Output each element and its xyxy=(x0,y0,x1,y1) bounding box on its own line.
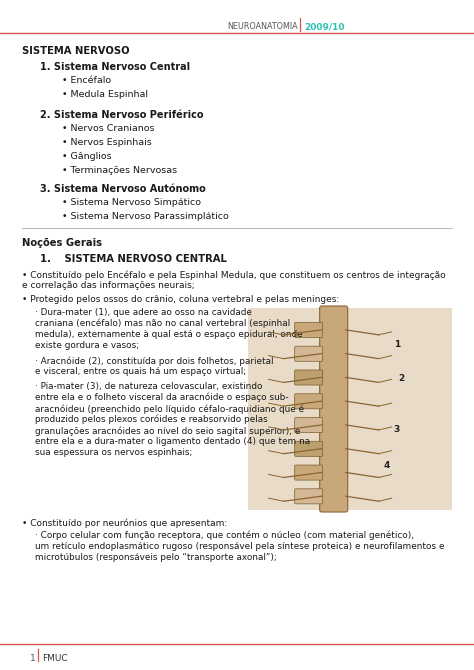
FancyBboxPatch shape xyxy=(319,306,348,512)
Text: · Aracnóide (2), constituída por dois folhetos, parietal: · Aracnóide (2), constituída por dois fo… xyxy=(35,356,273,366)
Text: • Nervos Cranianos: • Nervos Cranianos xyxy=(62,124,155,133)
Text: NEUROANATOMIA: NEUROANATOMIA xyxy=(228,22,298,31)
Text: • Constituído pelo Encéfalo e pela Espinhal Medula, que constituem os centros de: • Constituído pelo Encéfalo e pela Espin… xyxy=(22,270,446,279)
Text: • Encéfalo: • Encéfalo xyxy=(62,76,111,85)
Text: granulações aracnóides ao nível do seio sagital superior), e: granulações aracnóides ao nível do seio … xyxy=(35,426,301,436)
Text: Noções Gerais: Noções Gerais xyxy=(22,238,102,248)
Text: 1: 1 xyxy=(394,340,400,349)
Text: e correlação das informações neurais;: e correlação das informações neurais; xyxy=(22,281,195,290)
Text: entre ela e a dura-mater o ligamento dentado (4) que tem na: entre ela e a dura-mater o ligamento den… xyxy=(35,437,310,446)
FancyBboxPatch shape xyxy=(295,346,323,361)
Text: um retículo endoplasmático rugoso (responsável pela síntese proteica) e neurofil: um retículo endoplasmático rugoso (respo… xyxy=(35,542,445,551)
FancyBboxPatch shape xyxy=(295,394,323,409)
FancyBboxPatch shape xyxy=(295,322,323,338)
FancyBboxPatch shape xyxy=(295,370,323,385)
FancyBboxPatch shape xyxy=(295,442,323,456)
Text: existe gordura e vasos;: existe gordura e vasos; xyxy=(35,341,139,350)
Text: medula), externamente à qual está o espaço epidural, onde: medula), externamente à qual está o espa… xyxy=(35,330,302,339)
Text: microtúbulos (responsáveis pelo “transporte axonal”);: microtúbulos (responsáveis pelo “transpo… xyxy=(35,553,277,562)
Text: aracnóideu (preenchido pelo líquido céfalo-raquidiano que é: aracnóideu (preenchido pelo líquido céfa… xyxy=(35,404,304,413)
Text: 3. Sistema Nervoso Autónomo: 3. Sistema Nervoso Autónomo xyxy=(40,184,206,194)
Text: 3: 3 xyxy=(394,425,400,433)
Text: • Protegido pelos ossos do crânio, coluna vertebral e pelas meninges:: • Protegido pelos ossos do crânio, colun… xyxy=(22,295,339,304)
Text: entre ela e o folheto visceral da aracnóide o espaço sub-: entre ela e o folheto visceral da aracnó… xyxy=(35,393,289,403)
Text: 1.  SISTEMA NERVOSO CENTRAL: 1. SISTEMA NERVOSO CENTRAL xyxy=(40,254,227,264)
Text: produzido pelos plexos coróides e reabsorvido pelas: produzido pelos plexos coróides e reabso… xyxy=(35,415,268,425)
Text: • Sistema Nervoso Parassimplático: • Sistema Nervoso Parassimplático xyxy=(62,212,229,221)
Text: • Medula Espinhal: • Medula Espinhal xyxy=(62,90,148,99)
Text: FMUC: FMUC xyxy=(42,654,68,663)
Text: · Dura-mater (1), que adere ao osso na cavidade: · Dura-mater (1), que adere ao osso na c… xyxy=(35,308,252,317)
Text: SISTEMA NERVOSO: SISTEMA NERVOSO xyxy=(22,46,129,56)
Text: • Gânglios: • Gânglios xyxy=(62,152,111,161)
Text: 1: 1 xyxy=(30,654,36,663)
Text: e visceral, entre os quais há um espaço virtual;: e visceral, entre os quais há um espaço … xyxy=(35,367,246,376)
Text: 2. Sistema Nervoso Periférico: 2. Sistema Nervoso Periférico xyxy=(40,110,203,120)
Text: • Sistema Nervoso Simpático: • Sistema Nervoso Simpático xyxy=(62,198,201,207)
Text: · Pia-mater (3), de natureza celovascular, existindo: · Pia-mater (3), de natureza celovascula… xyxy=(35,382,263,391)
Text: • Constituído por neurónios que apresentam:: • Constituído por neurónios que apresent… xyxy=(22,518,227,527)
FancyBboxPatch shape xyxy=(295,465,323,480)
Text: craniana (encéfalo) mas não no canal vertebral (espinhal: craniana (encéfalo) mas não no canal ver… xyxy=(35,319,290,328)
FancyBboxPatch shape xyxy=(295,489,323,504)
Text: • Terminações Nervosas: • Terminações Nervosas xyxy=(62,166,177,175)
Text: 4: 4 xyxy=(383,461,390,470)
Text: • Nervos Espinhais: • Nervos Espinhais xyxy=(62,138,152,147)
Text: 2: 2 xyxy=(399,375,405,383)
FancyBboxPatch shape xyxy=(295,417,323,433)
Text: 2009/10: 2009/10 xyxy=(304,22,345,31)
Text: sua espessura os nervos espinhais;: sua espessura os nervos espinhais; xyxy=(35,448,192,457)
FancyBboxPatch shape xyxy=(248,308,452,510)
Text: 1. Sistema Nervoso Central: 1. Sistema Nervoso Central xyxy=(40,62,190,72)
Text: · Corpo celular com função receptora, que contém o núcleo (com material genético: · Corpo celular com função receptora, qu… xyxy=(35,531,414,541)
